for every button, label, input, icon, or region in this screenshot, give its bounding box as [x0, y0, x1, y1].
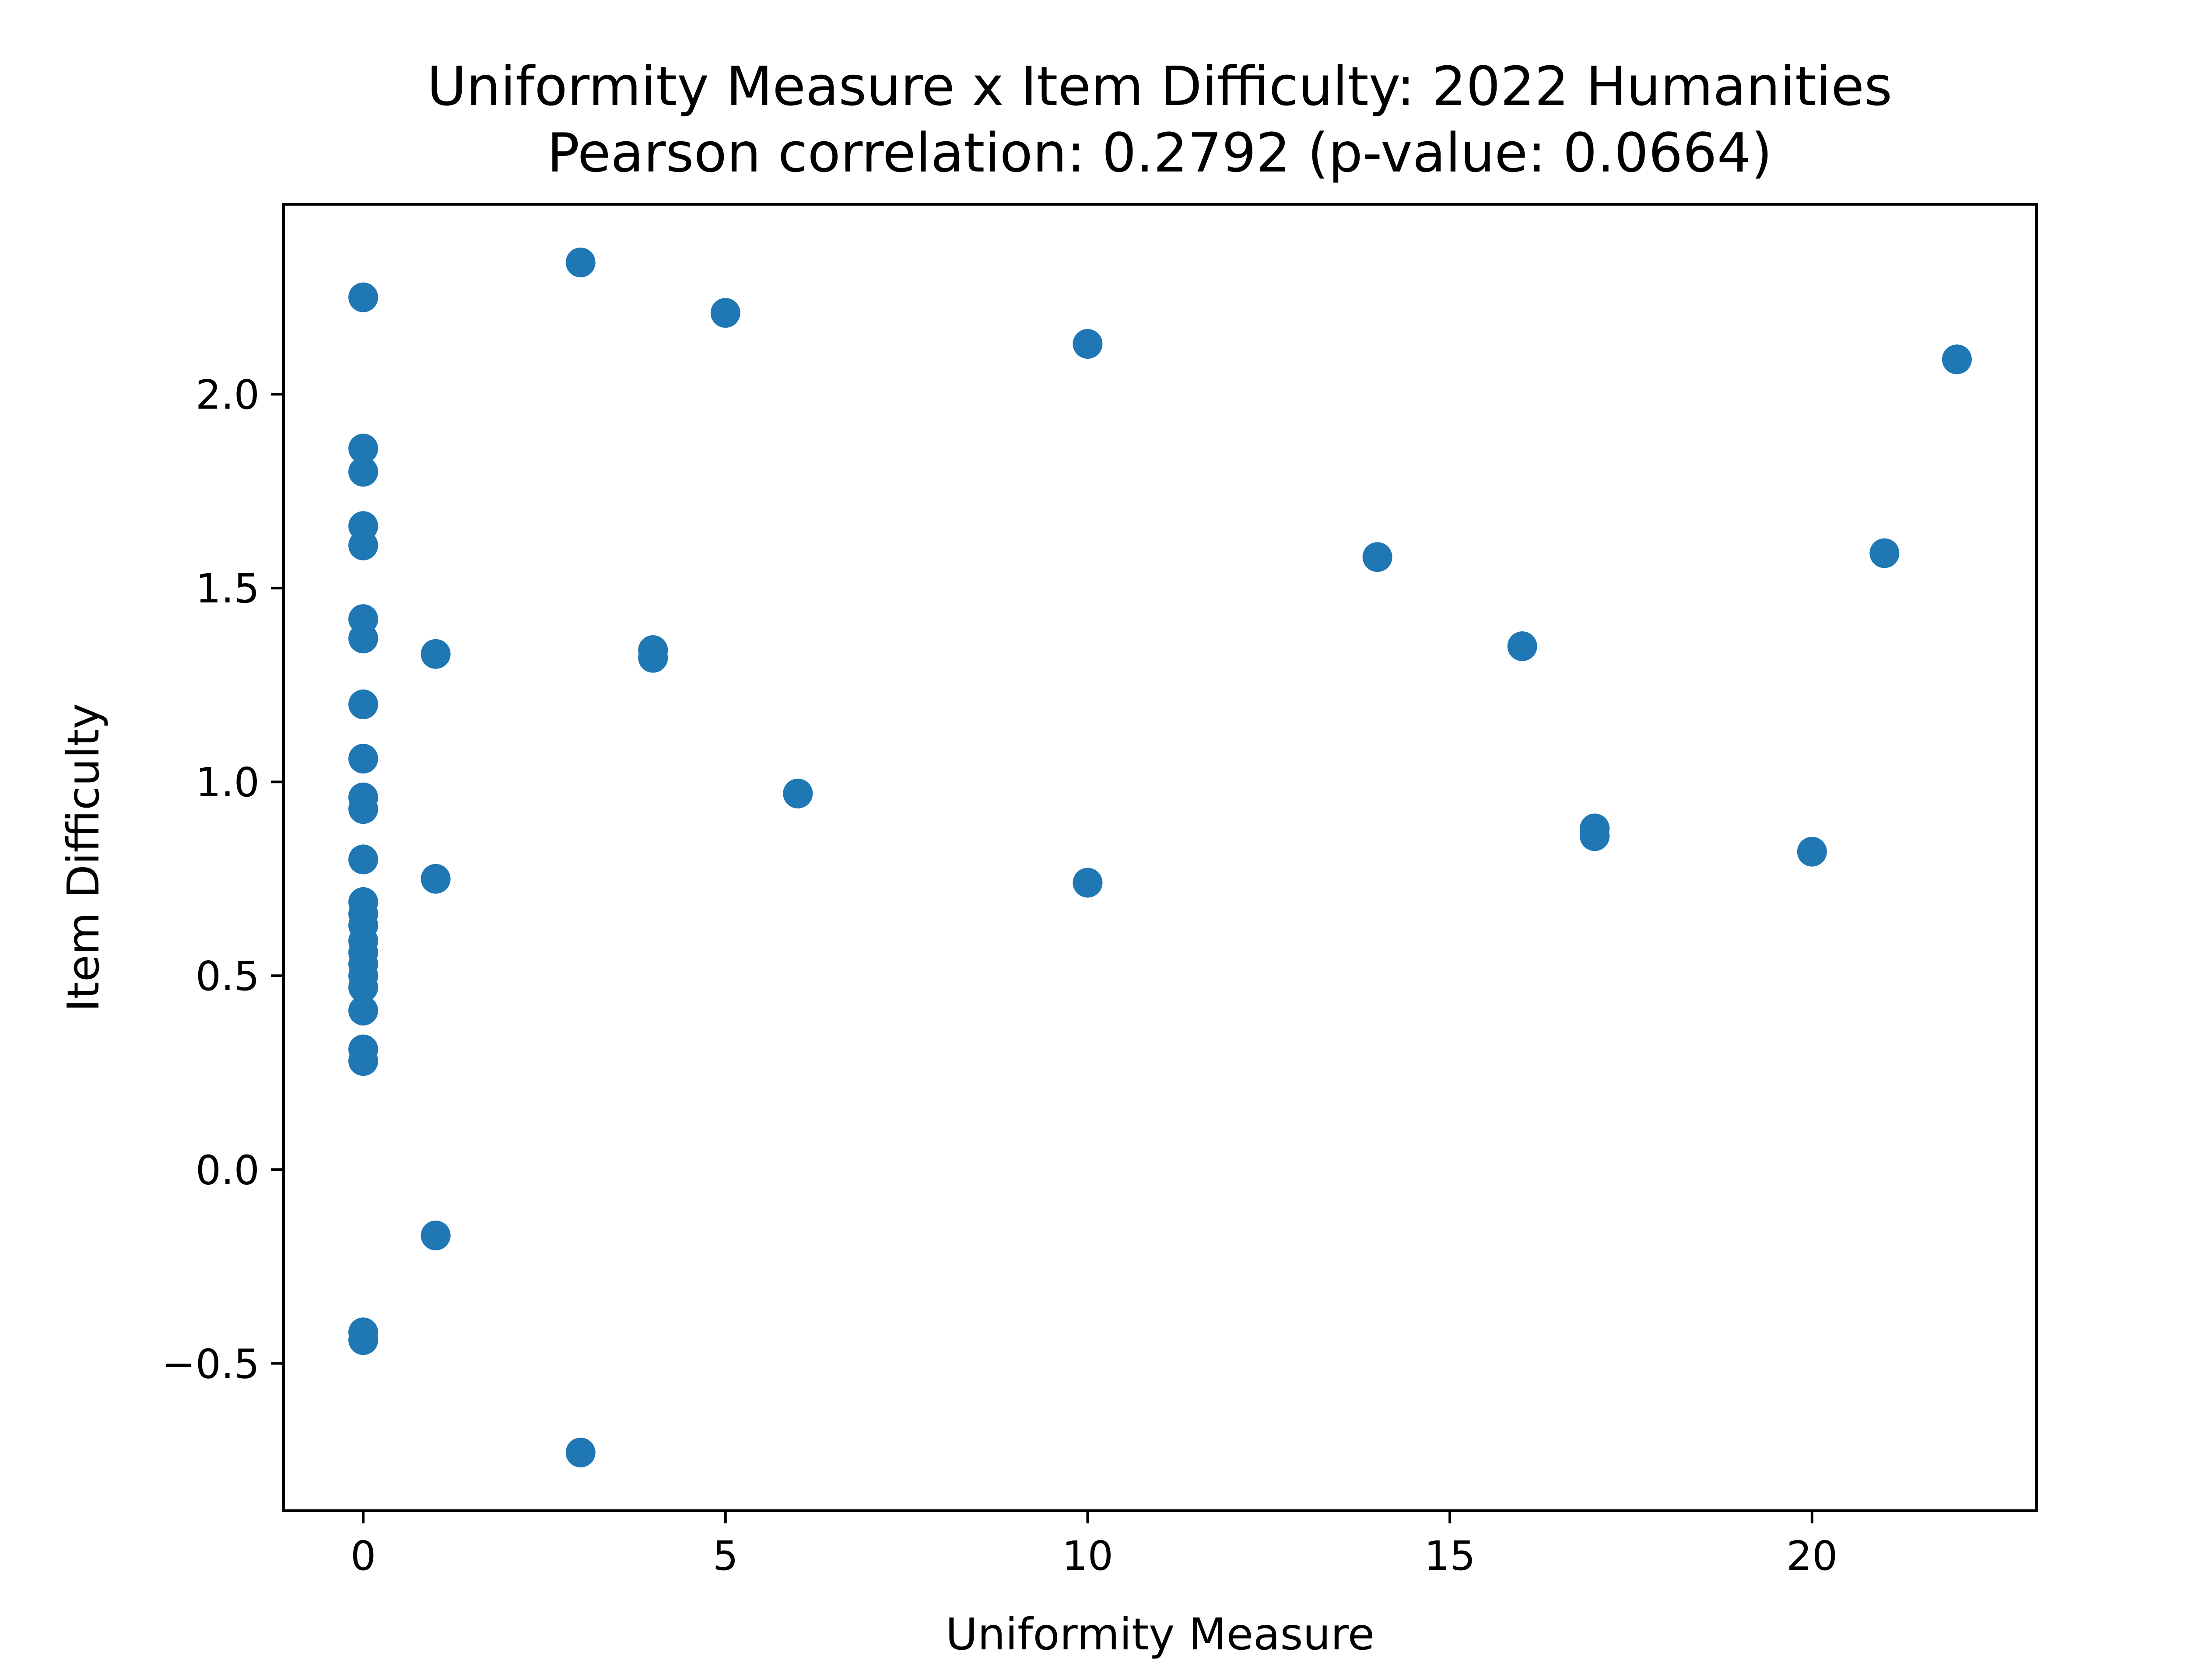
- data-point: [1797, 836, 1827, 867]
- plot-frame: [282, 203, 2038, 1512]
- x-tick-label: 15: [1424, 1533, 1476, 1579]
- chart-subtitle: Pearson correlation: 0.2792 (p-value: 0.…: [547, 122, 1772, 185]
- data-point: [421, 864, 451, 894]
- data-point: [565, 1438, 596, 1468]
- y-axis-label: Item Difficulty: [58, 703, 109, 1012]
- data-point: [710, 298, 740, 328]
- data-point: [1073, 868, 1103, 898]
- data-point: [348, 844, 379, 875]
- x-tick-label: 5: [713, 1533, 739, 1579]
- y-tick-label: −0.5: [162, 1340, 259, 1387]
- data-point: [638, 643, 668, 673]
- data-point: [1507, 631, 1537, 662]
- data-point: [1580, 821, 1610, 851]
- data-point: [1869, 538, 1900, 568]
- chart-title: Uniformity Measure x Item Difficulty: 20…: [427, 56, 1892, 118]
- data-point: [348, 690, 379, 720]
- data-point: [348, 457, 379, 487]
- y-tick-label: 0.0: [196, 1147, 259, 1194]
- data-point: [565, 247, 596, 277]
- data-point: [348, 282, 379, 312]
- data-point: [348, 995, 379, 1026]
- data-point: [348, 1325, 379, 1355]
- data-point: [1942, 344, 1972, 374]
- data-point: [1073, 329, 1103, 359]
- x-axis-ticks: 0 5 10 15 20: [351, 1511, 1837, 1579]
- y-axis-ticks: −0.5 0.0 0.5 1.0 1.5 2.0: [162, 371, 284, 1387]
- data-point: [421, 639, 451, 669]
- data-point: [348, 744, 379, 774]
- x-tick-label: 0: [351, 1533, 376, 1579]
- y-tick-label: 2.0: [196, 371, 259, 418]
- y-tick-label: 1.0: [196, 759, 259, 806]
- data-point: [348, 434, 379, 464]
- data-point: [1362, 542, 1392, 572]
- y-tick-label: 0.5: [196, 953, 259, 1000]
- data-point: [348, 623, 379, 654]
- data-point: [348, 530, 379, 560]
- data-point: [348, 972, 379, 1002]
- data-point: [783, 778, 813, 808]
- x-axis-label: Uniformity Measure: [946, 1609, 1375, 1660]
- data-point: [348, 1046, 379, 1076]
- x-tick-label: 10: [1062, 1533, 1113, 1579]
- x-tick-label: 20: [1786, 1533, 1837, 1579]
- data-point: [348, 794, 379, 824]
- data-point: [421, 1220, 451, 1250]
- data-points: [348, 247, 1972, 1468]
- y-tick-label: 1.5: [196, 565, 259, 612]
